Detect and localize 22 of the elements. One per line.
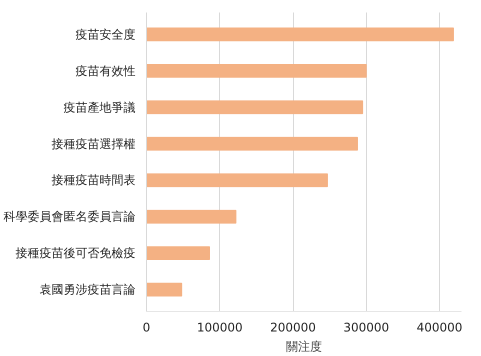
y-tick-label: 接種疫苗時間表 [52, 173, 136, 188]
bar [146, 100, 364, 114]
bar [146, 210, 236, 224]
x-tick-label: 300000 [343, 320, 390, 334]
y-tick-label: 疫苗安全度 [76, 27, 136, 42]
bar [146, 64, 367, 78]
x-axis-title: 關注度 [286, 340, 322, 354]
y-tick-label: 接種疫苗選擇權 [52, 136, 136, 151]
y-tick-label: 疫苗產地爭議 [64, 100, 136, 114]
y-tick-label: 接種疫苗後可否免檢疫 [16, 246, 136, 260]
x-tick-label: 200000 [270, 320, 316, 334]
bar [146, 136, 358, 151]
bar [146, 173, 328, 188]
y-tick-label: 袁國勇涉疫苗言論 [40, 282, 136, 297]
y-tick-label: 科學委員會匿名委員言論 [4, 210, 136, 224]
bar [146, 282, 182, 297]
x-tick-label: 100000 [196, 320, 243, 334]
x-tick-label: 0 [142, 320, 150, 334]
y-tick-label: 疫苗有效性 [76, 64, 136, 78]
bar [146, 246, 210, 260]
x-tick-label: 400000 [416, 320, 462, 334]
bar [146, 27, 454, 42]
